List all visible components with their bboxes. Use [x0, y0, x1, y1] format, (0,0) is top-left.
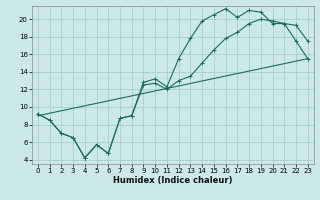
X-axis label: Humidex (Indice chaleur): Humidex (Indice chaleur) — [113, 176, 233, 185]
